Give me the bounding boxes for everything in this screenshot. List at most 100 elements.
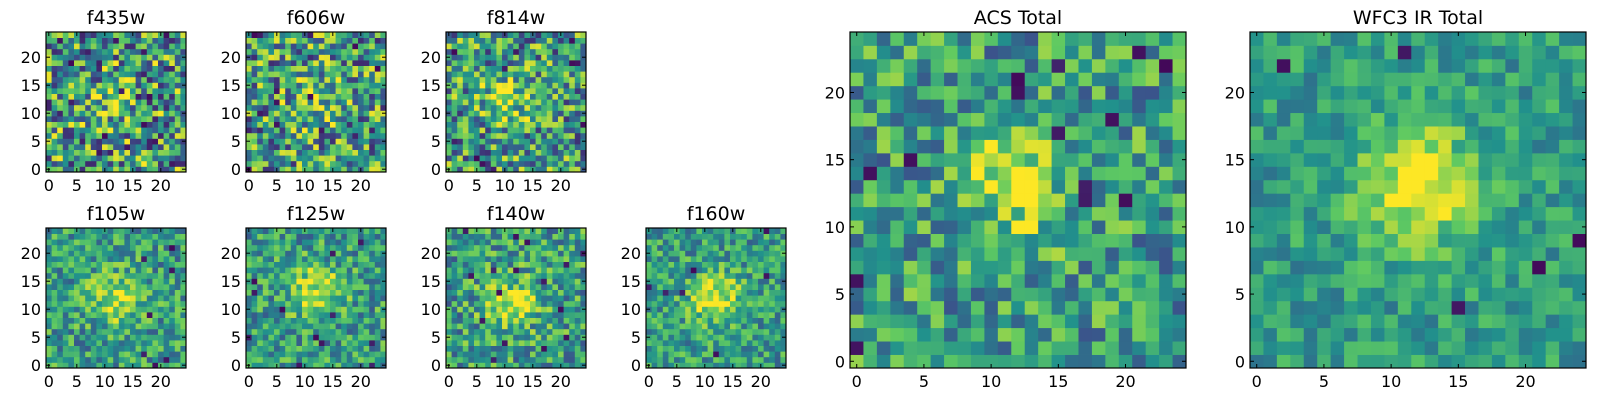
heatmap-cell [552, 261, 559, 268]
heatmap-cell [446, 48, 452, 55]
heatmap-cell [268, 76, 275, 83]
heatmap-cell [780, 289, 787, 296]
heatmap-cell [518, 88, 525, 94]
heatmap-cell [290, 54, 297, 61]
heatmap-cell [1145, 300, 1160, 315]
heatmap-cell [313, 160, 320, 167]
heatmap-cell [679, 233, 686, 240]
heatmap-cell [507, 284, 514, 290]
heatmap-cell [318, 306, 325, 313]
heatmap-cell [546, 239, 553, 246]
heatmap-cell [496, 93, 503, 100]
y-tick-label: 10 [221, 300, 241, 319]
heatmap-cell [380, 284, 387, 290]
heatmap-cell [718, 351, 725, 358]
heatmap-cell [358, 289, 364, 296]
heatmap-cell [96, 48, 103, 55]
heatmap-cell [352, 155, 359, 162]
heatmap-cell [1051, 193, 1066, 208]
heatmap-cell [574, 284, 581, 290]
heatmap-cell [1172, 354, 1187, 369]
heatmap-cell [330, 278, 336, 285]
heatmap-cell [341, 323, 348, 330]
heatmap-cell [496, 284, 503, 290]
heatmap-cell [513, 155, 520, 162]
heatmap-cell [369, 250, 376, 257]
heatmap-cell [174, 233, 181, 240]
heatmap-cell [462, 256, 469, 262]
heatmap-cell [296, 48, 303, 55]
heatmap-cell [363, 82, 370, 89]
heatmap-cell [68, 345, 75, 352]
heatmap-cell [296, 144, 303, 150]
heatmap-cell [685, 356, 692, 363]
heatmap-cell [474, 334, 480, 341]
heatmap-cell [62, 239, 69, 246]
heatmap-cell [507, 116, 514, 122]
heatmap-cell [552, 116, 559, 122]
heatmap-cell [513, 149, 520, 156]
heatmap-cell [279, 267, 286, 274]
heatmap-cell [685, 334, 692, 341]
heatmap-cell [46, 60, 52, 66]
heatmap-cell [758, 306, 764, 313]
heatmap-cell [135, 362, 142, 369]
heatmap-cell [251, 317, 258, 324]
heatmap-cell [313, 345, 320, 352]
heatmap-cell [569, 312, 576, 318]
heatmap-cell [380, 48, 387, 55]
heatmap-cell [274, 345, 280, 352]
heatmap-cell [457, 60, 464, 66]
heatmap-cell [758, 312, 764, 318]
heatmap-cell [296, 233, 303, 240]
heatmap-cell [535, 334, 542, 341]
heatmap-cell [451, 88, 458, 94]
heatmap-cell [1118, 341, 1133, 355]
heatmap-cell [296, 43, 303, 50]
heatmap-cell [107, 340, 114, 346]
heatmap-cell [546, 289, 553, 296]
heatmap-cell [51, 295, 58, 302]
heatmap-cell [518, 244, 525, 251]
heatmap-cell [457, 32, 464, 38]
heatmap-cell [285, 43, 292, 50]
heatmap-cell [290, 345, 297, 352]
heatmap-cell [451, 306, 458, 313]
heatmap-cell [1051, 233, 1066, 248]
heatmap-cell [163, 65, 170, 72]
heatmap-cell [296, 127, 303, 134]
heatmap-cell [307, 121, 314, 128]
heatmap-cell [752, 334, 759, 341]
heatmap-cell [330, 93, 336, 100]
heatmap-cell [574, 256, 581, 262]
heatmap-cell [118, 228, 125, 234]
x-tick-label: 0 [444, 176, 454, 195]
heatmap-cell [296, 54, 303, 61]
heatmap-cell [1011, 166, 1026, 181]
heatmap-cell [279, 127, 286, 134]
heatmap-cell [68, 328, 75, 335]
heatmap-cell [330, 60, 336, 66]
heatmap-cell [251, 261, 258, 268]
heatmap-cell [580, 340, 587, 346]
heatmap-cell [462, 93, 469, 100]
heatmap-cell [335, 149, 342, 156]
heatmap-cell [107, 54, 114, 61]
heatmap-cell [1132, 273, 1147, 288]
heatmap-cell [462, 244, 469, 251]
heatmap-cell [62, 362, 69, 369]
heatmap-cell [152, 244, 159, 251]
heatmap-cell [674, 272, 680, 279]
heatmap-cell [735, 250, 742, 257]
heatmap-cell [290, 272, 297, 279]
heatmap-cell [752, 233, 759, 240]
heatmap-cell [135, 351, 142, 358]
heatmap-cell [957, 260, 972, 275]
heatmap-cell [479, 65, 486, 72]
heatmap-cell [646, 233, 652, 240]
heatmap-cell [102, 233, 108, 240]
heatmap-cell [180, 244, 187, 251]
heatmap-cell [507, 233, 514, 240]
heatmap-cell [1172, 314, 1187, 329]
heatmap-cell [530, 328, 536, 335]
